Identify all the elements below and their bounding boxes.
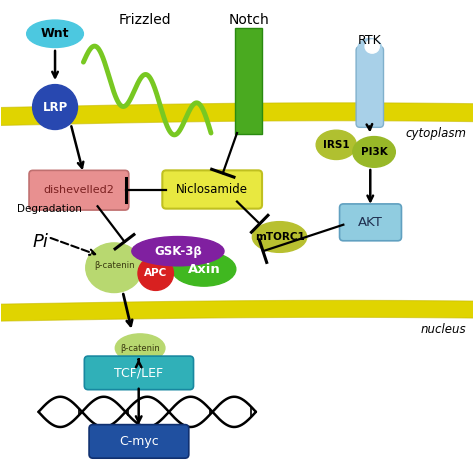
Ellipse shape	[172, 252, 236, 286]
Text: LRP: LRP	[42, 100, 68, 114]
Text: Pi: Pi	[33, 233, 49, 251]
Text: mTORC1: mTORC1	[255, 232, 304, 242]
Text: Notch: Notch	[228, 13, 269, 27]
FancyBboxPatch shape	[89, 425, 189, 458]
Text: cytoplasm: cytoplasm	[405, 127, 466, 139]
Ellipse shape	[365, 40, 379, 53]
Ellipse shape	[86, 243, 143, 292]
Text: GSK-3β: GSK-3β	[154, 245, 202, 258]
Polygon shape	[0, 103, 474, 126]
Ellipse shape	[115, 334, 165, 362]
Text: Wnt: Wnt	[41, 27, 69, 40]
Text: Niclosamide: Niclosamide	[176, 183, 248, 196]
Ellipse shape	[252, 222, 307, 252]
Text: C-myc: C-myc	[119, 435, 159, 448]
Text: Frizzled: Frizzled	[118, 13, 171, 27]
Text: Degradation: Degradation	[17, 204, 82, 214]
Text: RTK: RTK	[357, 35, 381, 47]
FancyBboxPatch shape	[162, 170, 262, 209]
Text: APC: APC	[144, 268, 167, 278]
Text: AKT: AKT	[358, 216, 383, 229]
FancyBboxPatch shape	[235, 28, 262, 134]
FancyBboxPatch shape	[29, 170, 129, 210]
FancyBboxPatch shape	[356, 46, 383, 128]
Ellipse shape	[358, 38, 382, 57]
Ellipse shape	[27, 20, 83, 47]
Text: TCF/LEF: TCF/LEF	[114, 366, 163, 380]
Ellipse shape	[132, 237, 224, 266]
Text: β-catenin: β-catenin	[120, 344, 160, 353]
Text: nucleus: nucleus	[420, 323, 466, 336]
Text: PI3K: PI3K	[361, 147, 387, 157]
FancyBboxPatch shape	[339, 204, 401, 241]
Text: β-catenin: β-catenin	[94, 261, 135, 270]
Text: dishevelled2: dishevelled2	[43, 185, 114, 195]
Text: Axin: Axin	[188, 263, 220, 276]
Text: IRS1: IRS1	[323, 140, 349, 150]
FancyBboxPatch shape	[84, 356, 193, 390]
Polygon shape	[0, 301, 474, 321]
Ellipse shape	[138, 256, 173, 291]
Ellipse shape	[316, 130, 356, 159]
Ellipse shape	[33, 84, 77, 129]
Ellipse shape	[353, 137, 395, 167]
